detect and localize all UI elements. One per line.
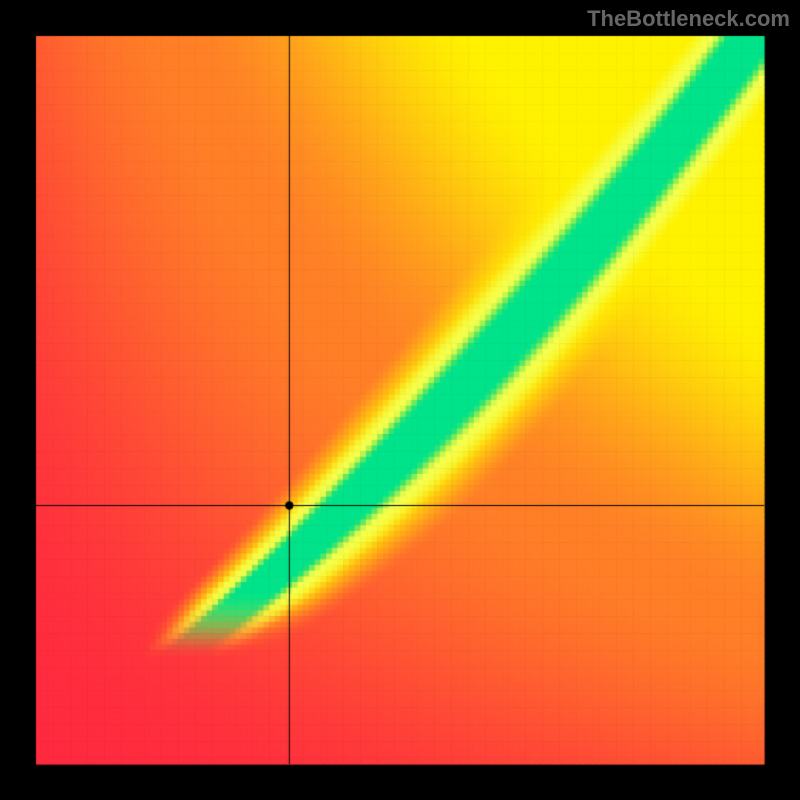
- chart-container: TheBottleneck.com: [0, 0, 800, 800]
- watermark-text: TheBottleneck.com: [587, 6, 790, 32]
- bottleneck-heatmap: [0, 0, 800, 800]
